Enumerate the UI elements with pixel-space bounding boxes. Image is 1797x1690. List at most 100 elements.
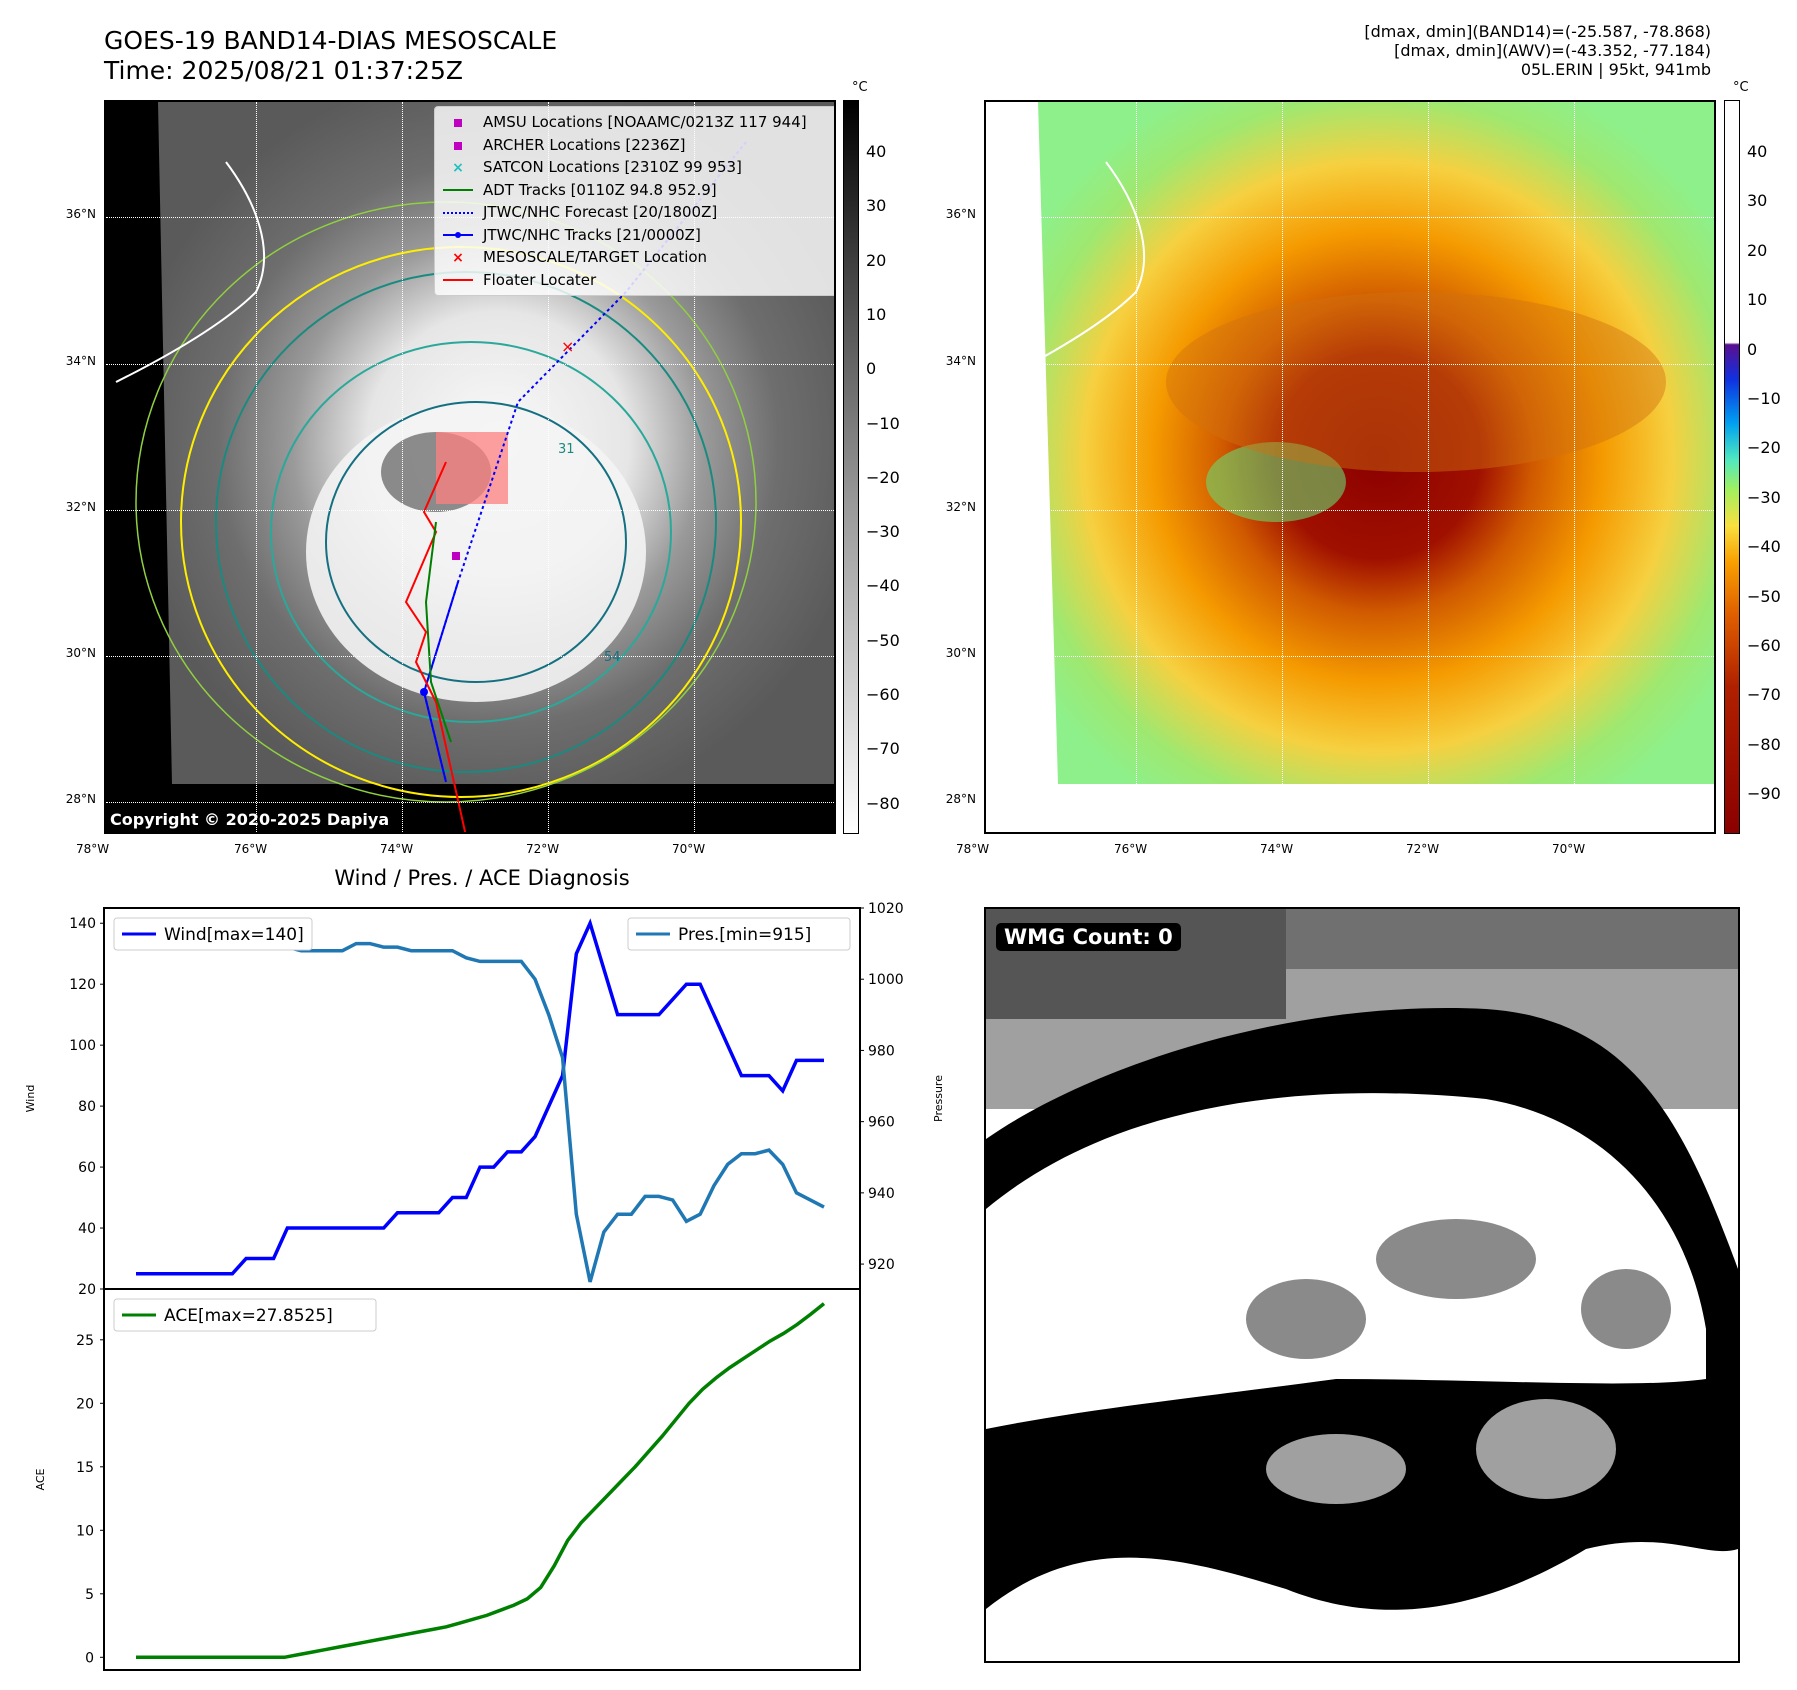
lon-tick-label: 76°W [1114,842,1148,856]
grid-line-28n [106,802,834,803]
lon-tick-label: 78°W [956,842,990,856]
grid-line-36n [986,217,1714,218]
right-lat-labels: 36°N 34°N 32°N 30°N 28°N [930,100,980,834]
wind-tick-label: 100 [69,1038,96,1054]
pressure-legend-box [627,917,851,951]
lat-tick-label: 34°N [65,354,96,368]
colorbar-tick-label: −80 [1747,734,1781,754]
legend-marker-icon [441,203,475,221]
grid-line-34n [986,364,1714,365]
grid-line-76w [1136,102,1137,832]
title-line-2: Time: 2025/08/21 01:37:25Z [104,56,463,85]
legend-label: JTWC/NHC Tracks [21/0000Z] [483,225,701,244]
colorbar-tick-label: −40 [1747,537,1781,557]
ir-map-panel: × 31 54 AMSU Locations [NOAAMC/0213Z 117… [104,100,836,834]
wmg-count-badge: WMG Count: 0 [996,923,1181,951]
grid-line-74w [402,102,403,832]
ace-tick-label: 10 [76,1523,94,1539]
legend-marker-icon [441,136,475,154]
lat-tick-label: 30°N [65,646,96,660]
legend-entry: × SATCON Locations [2310Z 99 953] [441,156,834,179]
ace-axes [103,1288,861,1671]
grid-line-30n [986,656,1714,657]
wind-tick-label: 120 [69,977,96,993]
colorbar-tick-label: −70 [1747,685,1781,705]
ace-tick-label: 0 [85,1650,94,1666]
lon-tick-label: 76°W [234,842,268,856]
pressure-tick-label: 1000 [868,972,904,988]
left-lon-labels: 78°W 76°W 74°W 72°W 70°W [76,842,836,862]
wind-tick-label: 80 [78,1099,96,1115]
contour-label: 31 [558,442,575,457]
wind-legend-label: Wind[max=140] [164,925,304,945]
wind-tick-label: 20 [78,1282,96,1298]
pressure-tick-label: 1020 [868,901,904,917]
legend-marker-icon: × [452,250,464,267]
colorbar-tick-label: −10 [866,413,900,433]
legend-entry: × MESOSCALE/TARGET Location [441,246,834,269]
legend-entry: JTWC/NHC Tracks [21/0000Z] [441,224,834,247]
contour-label: 54 [604,650,621,665]
legend-marker-icon [441,226,475,244]
colorbar-tick-label: 10 [1747,290,1768,310]
lat-tick-label: 32°N [65,500,96,514]
legend-entry: ADT Tracks [0110Z 94.8 952.9] [441,179,834,202]
legend-label: ARCHER Locations [2236Z] [483,135,686,154]
wmg-image [986,909,1738,1661]
legend-marker-icon [441,113,475,131]
awv-colorbar-ticks: 40 30 20 10 0 −10 −20 −30 −40 −50 −60 −70 −80 −90 [1747,100,1792,834]
wind-legend-box [113,917,313,951]
pressure-axis-label: Pressure [932,1075,945,1122]
ace-axis-label: ACE [34,1468,47,1490]
lat-tick-label: 36°N [945,207,976,221]
wind-pressure-axes [103,907,861,1290]
grid-line-70w [1574,102,1575,832]
colorbar-tick-label: 10 [866,304,887,324]
pressure-series-line [136,924,825,1283]
lon-tick-label: 72°W [526,842,560,856]
svg-text:×: × [561,337,574,356]
storm-meta: [dmax, dmin](BAND14)=(-25.587, -78.868) … [1364,22,1711,79]
grid-line-30n [106,656,834,657]
colorbar-tick-label: −50 [1747,586,1781,606]
grid-line-72w [548,102,549,832]
ir-colorbar [843,100,859,834]
awv-satellite-image [995,102,1714,784]
left-lat-labels: 36°N 34°N 32°N 30°N 28°N [50,100,100,834]
wmg-panel: WMG Count: 0 [984,907,1740,1663]
lon-tick-label: 70°W [1552,842,1586,856]
pressure-tick-label: 980 [868,1043,895,1059]
wind-series-line [136,918,824,1276]
colorbar-tick-label: 30 [866,196,887,216]
meta-line-2: [dmax, dmin](AWV)=(-43.352, -77.184) [1394,41,1711,60]
lon-tick-label: 78°W [76,842,110,856]
legend-entry: Floater Locater [441,269,834,292]
grid-line-74w [1282,102,1283,832]
lon-tick-label: 74°W [1260,842,1294,856]
colorbar-tick-label: −30 [1747,487,1781,507]
map-legend: AMSU Locations [NOAAMC/0213Z 117 944] ARC… [434,106,834,296]
lat-tick-label: 28°N [65,792,96,806]
pressure-legend-label: Pres.[min=915] [678,925,811,945]
grid-line-32n [106,510,834,511]
awv-colorbar [1724,100,1740,834]
awv-map-panel [984,100,1716,834]
ace-tick-label: 25 [76,1333,94,1349]
colorbar-unit: °C [1733,80,1749,95]
legend-items: AMSU Locations [NOAAMC/0213Z 117 944] ARC… [441,111,834,292]
legend-label: SATCON Locations [2310Z 99 953] [483,158,742,177]
ace-tick-label: 20 [76,1396,94,1412]
meta-line-1: [dmax, dmin](BAND14)=(-25.587, -78.868) [1364,22,1711,41]
colorbar-tick-label: −40 [866,576,900,596]
pressure-tick-label: 940 [868,1186,895,1202]
chart-title: GOES-19 BAND14-DIAS MESOSCALE Time: 2025… [104,26,557,86]
colorbar-tick-label: −90 [1747,784,1781,804]
lat-tick-label: 28°N [945,792,976,806]
colorbar-tick-label: −80 [866,793,900,813]
colorbar-tick-label: −60 [1747,636,1781,655]
colorbar-unit: °C [852,80,868,95]
ace-series-line [136,1302,826,1660]
colorbar-tick-label: −50 [866,630,900,650]
colorbar-tick-label: −10 [1747,389,1781,408]
lat-tick-label: 32°N [945,500,976,514]
